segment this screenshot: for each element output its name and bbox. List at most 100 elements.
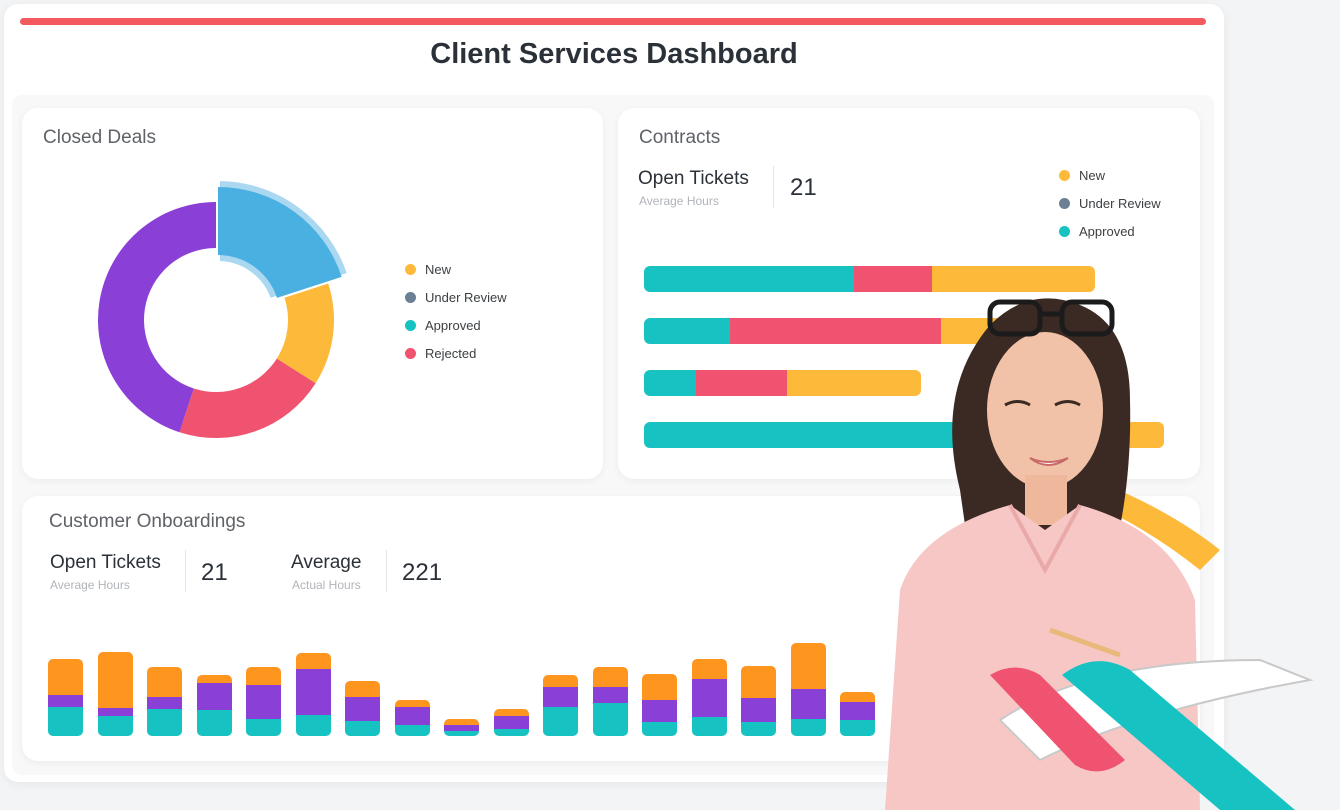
onboardings-bar-segment [48,707,83,736]
collar-shape [1008,504,1082,575]
closed-deals-legend-item[interactable]: New [405,262,451,277]
onboardings-stat2-label: Average [291,552,362,573]
contracts-bar-segment [854,266,932,292]
onboardings-bar-segment [48,695,83,707]
onboardings-stat1-sublabel: Average Hours [50,578,130,592]
onboardings-bar-segment [642,674,677,700]
onboardings-bar[interactable] [840,692,875,736]
onboardings-bar-segment [196,710,232,736]
closed-deals-legend-label: Approved [425,318,481,333]
closed-deals-title: Closed Deals [43,127,156,148]
onboardings-bar-segment [97,708,133,716]
onboardings-bar-segment [691,679,727,717]
contracts-legend-swatch [1059,170,1070,181]
onboardings-bar-segment [840,692,875,702]
onboardings-bar[interactable] [48,659,83,736]
contracts-bar[interactable] [644,370,921,396]
onboardings-bar-segment [691,717,727,736]
onboardings-bar[interactable] [246,667,281,736]
onboardings-bar-segment [444,719,479,725]
closed-deals-legend-swatch [405,320,416,331]
closed-deals-legend-item[interactable]: Rejected [405,346,476,361]
onboardings-bar-segment [345,681,380,697]
donut-slice[interactable] [98,202,216,433]
onboardings-bar-segment [741,666,776,698]
onboardings-stat2-value: 221 [402,559,443,586]
onboardings-title: Customer Onboardings [49,511,246,532]
onboardings-bar[interactable] [691,659,727,736]
onboardings-bar-segment [543,675,578,687]
onboardings-bar-segment [394,707,430,725]
smile-shape [1029,457,1069,466]
contracts-bar-segment [644,318,730,344]
divider [773,166,774,208]
onboardings-bar-segment [642,700,677,722]
onboardings-bar[interactable] [444,719,479,736]
closed-deals-legend-item[interactable]: Under Review [405,290,507,305]
onboardings-bar-segment [543,687,578,707]
onboardings-bar[interactable] [790,643,826,736]
contracts-bar[interactable] [644,266,1095,292]
contracts-bar-segment [644,370,696,396]
onboardings-bar-segment [642,722,677,736]
onboardings-bar[interactable] [394,700,430,736]
onboardings-bar[interactable] [642,674,677,736]
onboardings-bar-segment [246,667,281,685]
contracts-stat-sublabel: Average Hours [639,194,719,208]
closed-deals-legend-label: New [425,262,452,277]
onboardings-bar-segment [741,722,776,736]
onboardings-bar[interactable] [147,667,182,736]
neck-shape [1025,475,1067,525]
onboardings-bar-segment [196,683,232,710]
onboardings-bar-segment [790,643,826,689]
closed-deals-donut-chart [98,176,352,438]
eye-right [1054,400,1081,407]
onboardings-bar-segment [295,669,331,715]
contracts-bar-segment [730,318,941,344]
onboardings-bar-segment [493,709,529,716]
donut-slice[interactable] [218,187,342,298]
page-title: Client Services Dashboard [430,38,798,70]
onboardings-bar-segment [48,659,83,695]
pink-ribbon-shape [990,667,1125,772]
onboardings-bar[interactable] [345,681,380,736]
contracts-bar-segment [696,370,787,396]
eye-left [1004,400,1031,407]
onboardings-bar[interactable] [493,709,529,736]
teal-ribbon-shape [1062,661,1295,810]
onboardings-bar-segment [592,667,628,687]
contracts-stat-value: 21 [790,174,817,201]
onboardings-bar-segment [246,685,281,719]
closed-deals-legend-item[interactable]: Approved [405,318,481,333]
onboardings-bar-segment [394,725,430,736]
onboardings-bar-segment [840,720,875,736]
onboardings-bar-segment [97,652,133,708]
closed-deals-legend-label: Rejected [425,346,477,361]
divider [386,550,387,592]
onboardings-bar-segment [394,700,430,707]
onboardings-bar-segment [295,715,331,736]
onboardings-stat2-sublabel: Actual Hours [292,578,361,592]
onboardings-bar[interactable] [592,667,628,736]
onboardings-bar-segment [840,702,875,720]
donut-slice[interactable] [179,358,316,438]
contracts-bar-segment [787,370,921,396]
contracts-bar-segment [644,266,854,292]
yellow-ribbon-shape [1095,480,1220,570]
contracts-legend-swatch [1059,198,1070,209]
onboardings-bar-segment [790,719,826,736]
onboardings-bar[interactable] [196,675,232,736]
onboardings-bar-segment [790,689,826,719]
contracts-legend-label: New [1079,168,1106,183]
contracts-legend-label: Under Review [1079,196,1161,211]
contracts-legend-item[interactable]: Approved [1059,224,1135,239]
onboardings-bar[interactable] [741,666,776,736]
donut-slice[interactable] [276,283,334,384]
onboardings-bar[interactable] [295,653,331,736]
onboardings-bar[interactable] [97,652,133,736]
onboardings-bar[interactable] [543,675,578,736]
contracts-legend-item[interactable]: New [1059,168,1105,183]
onboardings-bar-segment [147,667,182,697]
closed-deals-legend-swatch [405,264,416,275]
contracts-legend-item[interactable]: Under Review [1059,196,1161,211]
